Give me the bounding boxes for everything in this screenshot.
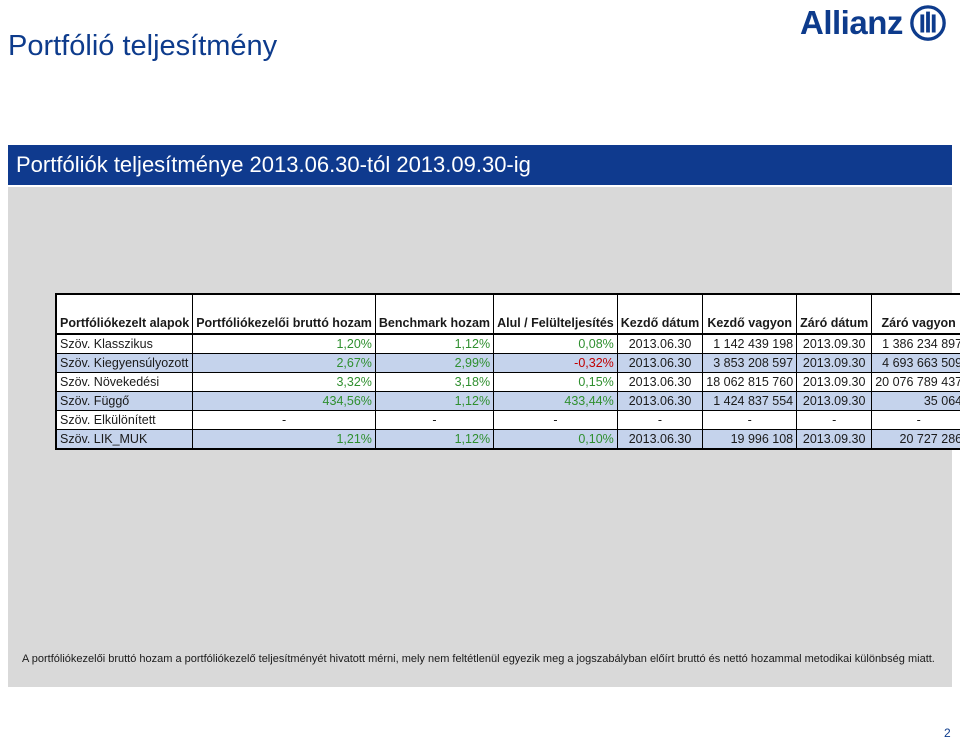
end-assets-cell: 4 693 663 509 bbox=[871, 353, 960, 373]
benchmark-return-cell: 1,12% bbox=[374, 334, 495, 354]
header-end-date: Záró dátum bbox=[796, 294, 873, 335]
start-assets-cell: 1 424 837 554 bbox=[702, 391, 798, 411]
start-date-cell: 2013.06.30 bbox=[616, 372, 704, 392]
end-date-cell: - bbox=[796, 410, 873, 430]
end-assets-cell: 35 064 bbox=[871, 391, 960, 411]
gross-return-cell: 1,21% bbox=[192, 429, 376, 450]
gross-return-cell: 434,56% bbox=[192, 391, 376, 411]
end-date-cell: 2013.09.30 bbox=[796, 372, 873, 392]
gross-return-cell: 3,32% bbox=[192, 372, 376, 392]
end-assets-cell: 20 727 286 bbox=[871, 429, 960, 450]
table-row: Szöv. Elkülönített - - - - - - - bbox=[55, 410, 960, 430]
gross-return-cell: - bbox=[192, 410, 376, 430]
start-date-cell: 2013.06.30 bbox=[616, 429, 704, 450]
logo-text: Allianz bbox=[800, 4, 903, 41]
start-assets-cell: 19 996 108 bbox=[702, 429, 798, 450]
fund-name-cell: Szöv. Függő bbox=[55, 391, 194, 411]
fund-name-cell: Szöv. Klasszikus bbox=[55, 334, 194, 354]
header-end-assets: Záró vagyon bbox=[871, 294, 960, 335]
start-date-cell: - bbox=[616, 410, 704, 430]
over-under-cell: 0,08% bbox=[493, 334, 618, 354]
benchmark-return-cell: 3,18% bbox=[374, 372, 495, 392]
header-benchmark: Benchmark hozam bbox=[374, 294, 495, 335]
table-header-row: Portfóliókezelt alapok Portfóliókezelői … bbox=[55, 294, 960, 335]
table-row: Szöv. Klasszikus 1,20% 1,12% 0,08% 2013.06.3… bbox=[55, 334, 960, 354]
header-start-assets: Kezdő vagyon bbox=[702, 294, 798, 335]
end-date-cell: 2013.09.30 bbox=[796, 391, 873, 411]
table-row: Szöv. Függő 434,56% 1,12% 433,44% 2013.06.30… bbox=[55, 391, 960, 411]
table-row: Szöv. Kiegyensúlyozott 2,67% 2,99% -0,32% 20… bbox=[55, 353, 960, 373]
table-row: Szöv. Növekedési 3,32% 3,18% 0,15% 2013.06.3… bbox=[55, 372, 960, 392]
end-assets-cell: 1 386 234 897 bbox=[871, 334, 960, 354]
benchmark-return-cell: - bbox=[374, 410, 495, 430]
end-date-cell: 2013.09.30 bbox=[796, 429, 873, 450]
over-under-cell: 0,10% bbox=[493, 429, 618, 450]
header-fund: Portfóliókezelt alapok bbox=[55, 294, 194, 335]
start-date-cell: 2013.06.30 bbox=[616, 334, 704, 354]
table-row: Szöv. LIK_MUK 1,21% 1,12% 0,10% 2013.06.30 19… bbox=[55, 429, 960, 450]
end-date-cell: 2013.09.30 bbox=[796, 353, 873, 373]
fund-name-cell: Szöv. Kiegyensúlyozott bbox=[55, 353, 194, 373]
end-assets-cell: 20 076 789 437 bbox=[871, 372, 960, 392]
fund-name-cell: Szöv. LIK_MUK bbox=[55, 429, 194, 450]
over-under-cell: 0,15% bbox=[493, 372, 618, 392]
over-under-cell: - bbox=[493, 410, 618, 430]
over-under-cell: 433,44% bbox=[493, 391, 618, 411]
page-title: Portfólió teljesítmény bbox=[8, 30, 278, 62]
fund-name-cell: Szöv. Elkülönített bbox=[55, 410, 194, 430]
start-assets-cell: - bbox=[702, 410, 798, 430]
start-date-cell: 2013.06.30 bbox=[616, 353, 704, 373]
start-date-cell: 2013.06.30 bbox=[616, 391, 704, 411]
benchmark-return-cell: 1,12% bbox=[374, 391, 495, 411]
section-banner: Portfóliók teljesítménye 2013.06.30-tól … bbox=[8, 145, 952, 185]
allianz-logo: Allianz bbox=[800, 4, 947, 42]
benchmark-return-cell: 2,99% bbox=[374, 353, 495, 373]
allianz-eagle-icon bbox=[910, 5, 946, 41]
end-date-cell: 2013.09.30 bbox=[796, 334, 873, 354]
over-under-cell: -0,32% bbox=[493, 353, 618, 373]
start-assets-cell: 1 142 439 198 bbox=[702, 334, 798, 354]
page-number: 2 bbox=[944, 726, 951, 740]
end-assets-cell: - bbox=[871, 410, 960, 430]
benchmark-return-cell: 1,12% bbox=[374, 429, 495, 450]
header-over-under: Alul / Felülteljesítés bbox=[493, 294, 618, 335]
fund-name-cell: Szöv. Növekedési bbox=[55, 372, 194, 392]
footnote: A portfóliókezelői bruttó hozam a portfó… bbox=[22, 653, 935, 665]
gross-return-cell: 2,67% bbox=[192, 353, 376, 373]
header-gross-return: Portfóliókezelői bruttó hozam bbox=[192, 294, 376, 335]
header-start-date: Kezdő dátum bbox=[616, 294, 704, 335]
portfolio-performance-table: Portfóliókezelt alapok Portfóliókezelői … bbox=[55, 293, 960, 450]
gross-return-cell: 1,20% bbox=[192, 334, 376, 354]
start-assets-cell: 3 853 208 597 bbox=[702, 353, 798, 373]
start-assets-cell: 18 062 815 760 bbox=[702, 372, 798, 392]
